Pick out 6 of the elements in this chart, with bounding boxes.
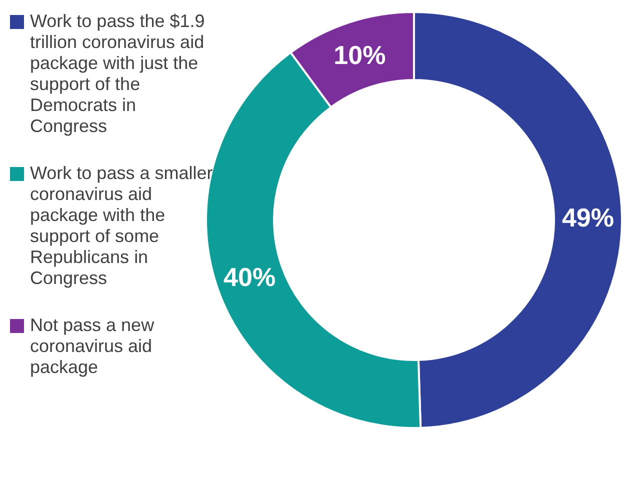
data-label: 40% (224, 262, 276, 292)
legend-label: Work to pass a smaller coronavirus aid package with the support of some Republicans in Congress (30, 163, 213, 288)
data-label: 10% (334, 40, 386, 70)
legend-label: Work to pass the $1.9 trillion coronavirus aid package with just the support of the Democrats in Congress (30, 11, 205, 136)
legend-label: Not pass a new coronavirus aid package (30, 315, 156, 377)
data-label: 49% (562, 202, 614, 232)
